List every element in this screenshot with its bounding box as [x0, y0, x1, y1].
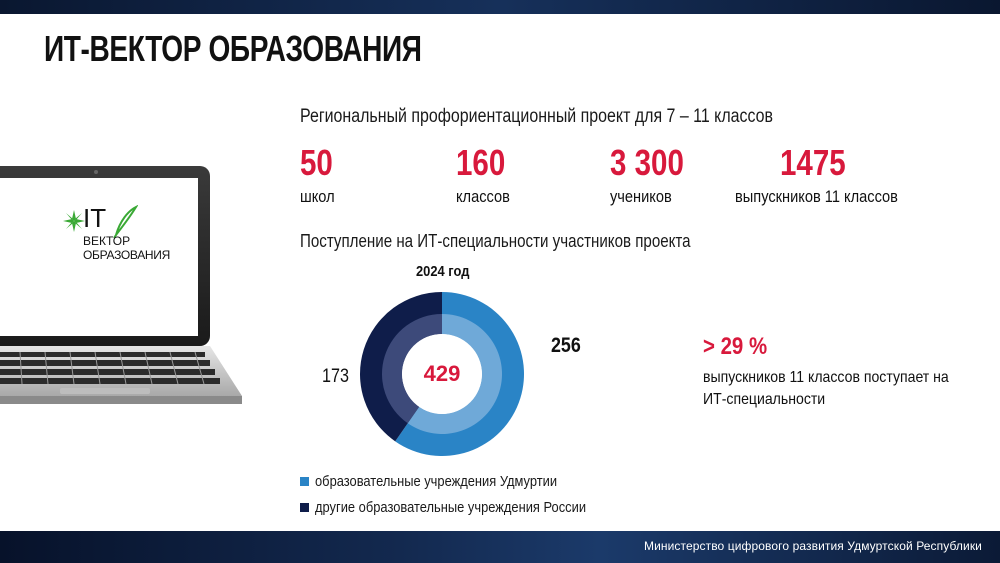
- legend-label: образовательные учреждения Удмуртии: [315, 472, 558, 490]
- year-label: 2024 год: [416, 263, 470, 280]
- stat-schools: 50 школ: [300, 143, 340, 207]
- stat-graduates: 1475 выпускников 11 классов: [735, 142, 924, 207]
- highlight-text: выпускников 11 классов поступает на ИТ-с…: [703, 369, 949, 408]
- logo-vektor: ВЕКТОР: [83, 234, 131, 248]
- donut-hole: [402, 334, 482, 414]
- donut-inner-other: [382, 314, 442, 424]
- logo-it: IT: [83, 203, 107, 233]
- footer-bar: [0, 531, 1000, 563]
- admissions-donut: 429: [360, 292, 524, 456]
- stat-classes: 160 классов: [456, 143, 519, 207]
- value-other: 173: [322, 366, 349, 387]
- legend-label: другие образовательные учреждения России: [315, 498, 587, 516]
- stat-value: 50: [300, 142, 333, 183]
- stat-value: 160: [456, 142, 506, 183]
- project-logo: IT ВЕКТОР ОБРАЗОВАНИЯ: [62, 203, 182, 275]
- chart-legend: образовательные учреждения Удмуртии друг…: [300, 468, 630, 520]
- stat-label: школ: [300, 187, 335, 206]
- stat-value: 3 300: [610, 142, 684, 183]
- star-icon: [63, 210, 85, 232]
- stat-students: 3 300 учеников: [610, 143, 700, 207]
- highlight-percent: > 29 %: [703, 333, 768, 360]
- laptop-illustration: [0, 166, 242, 404]
- legend-item-other: другие образовательные учреждения России: [300, 494, 630, 520]
- page-title: ИТ-ВЕКТОР ОБРАЗОВАНИЯ: [44, 28, 422, 69]
- donut-inner-udmurtia: [407, 314, 502, 434]
- stat-label: учеников: [610, 187, 672, 206]
- stat-label: классов: [456, 187, 510, 206]
- donut-total: 429: [424, 361, 461, 386]
- legend-swatch: [300, 476, 309, 486]
- top-bar: [0, 0, 1000, 14]
- value-udmurtia: 256: [551, 334, 581, 357]
- footer-ministry: Министерство цифрового развития Удмуртск…: [643, 539, 982, 553]
- legend-item-udmurtia: образовательные учреждения Удмуртии: [300, 468, 630, 494]
- admissions-title: Поступление на ИТ-специальности участник…: [300, 231, 691, 251]
- legend-swatch: [300, 502, 309, 512]
- stat-value: 1475: [780, 142, 846, 183]
- logo-obrazovaniya: ОБРАЗОВАНИЯ: [83, 248, 170, 262]
- rocket-icon: [113, 205, 138, 239]
- project-subtitle: Региональный профориентационный проект д…: [300, 106, 774, 127]
- stat-label: выпускников 11 классов: [735, 187, 898, 206]
